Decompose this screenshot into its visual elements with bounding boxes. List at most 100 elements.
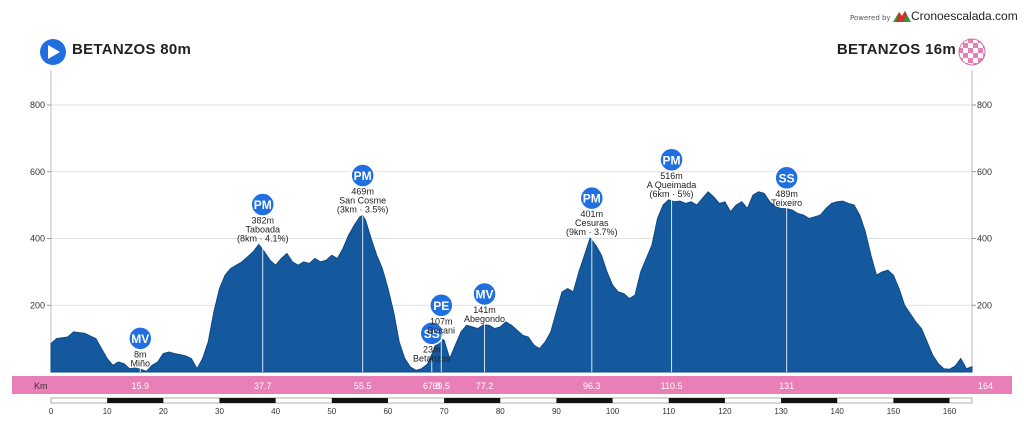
km-band: [12, 376, 1012, 394]
point-badge-label: PM: [663, 153, 681, 167]
distance-scale: [50, 397, 973, 404]
point-elevation: 382m: [251, 216, 274, 226]
distance-scale-block: [444, 398, 501, 403]
km-marker-label: 67.8: [423, 381, 441, 391]
point-detail: (8km · 4.1%): [237, 234, 289, 244]
x-tick-label: 120: [718, 407, 732, 416]
point-badge-label: MV: [476, 287, 494, 301]
start-label: BETANZOS 80m: [72, 41, 192, 58]
point-badge: [250, 192, 275, 217]
point-badge: [419, 321, 445, 346]
x-tick-label: 40: [271, 407, 280, 416]
point-badge-label: PE: [433, 299, 449, 313]
x-tick-label: 50: [327, 407, 336, 416]
point-name: Miño: [131, 358, 151, 368]
point-name: A Queimada: [647, 180, 697, 190]
km-marker-label: 77.2: [476, 381, 494, 391]
point-badge-label: SS: [779, 171, 795, 185]
point-badge: [579, 185, 605, 211]
start-arrow-icon: [40, 39, 66, 65]
point-elevation: 469m: [351, 186, 374, 196]
point-detail: (3km · 3.5%): [337, 204, 389, 214]
elevation-area: [50, 191, 973, 373]
finish-flag-icon: [958, 38, 986, 66]
point-elevation: 401m: [581, 209, 604, 219]
distance-scale-block: [219, 398, 276, 403]
point-name: San Cosme: [339, 195, 386, 205]
finish-label: BETANZOS 16m: [836, 41, 956, 58]
point-badge-label: PM: [583, 192, 601, 206]
x-tick-label: 100: [606, 407, 620, 416]
distance-scale-block: [781, 398, 838, 403]
point-name: Abegondo: [464, 314, 505, 324]
distance-scale-block: [668, 398, 725, 403]
x-tick-label: 130: [774, 407, 788, 416]
point-name: Becani: [428, 325, 456, 335]
y-tick-label-left: 400: [30, 234, 45, 244]
x-tick-label: 160: [943, 407, 957, 416]
point-elevation: 23m: [423, 344, 441, 354]
point-name: Cesuras: [575, 218, 609, 228]
y-tick-label-left: 200: [30, 300, 45, 310]
x-tick-label: 30: [215, 407, 224, 416]
distance-scale-block: [107, 398, 164, 403]
x-tick-label: 90: [552, 407, 561, 416]
y-tick-label-right: 400: [977, 234, 992, 244]
point-badge: [472, 281, 497, 307]
y-tick-label-right: 600: [977, 167, 992, 177]
km-marker-label: 37.7: [254, 381, 272, 391]
point-badge: [350, 163, 375, 188]
powered-by-text: Powered by: [850, 14, 891, 22]
x-tick-label: 10: [103, 407, 112, 416]
point-badge: [429, 293, 454, 318]
x-tick-label: 20: [159, 407, 168, 416]
y-tick-label-right: 800: [977, 100, 992, 110]
point-badge: [659, 147, 684, 173]
point-elevation: 141m: [473, 305, 496, 315]
point-badge-label: PM: [354, 169, 372, 183]
y-tick-label-left: 800: [30, 100, 45, 110]
point-detail: (6km · 5%): [650, 189, 694, 199]
km-marker-label: 15.9: [132, 381, 150, 391]
km-band-title: Km: [34, 381, 48, 391]
point-name: Taboada: [245, 225, 280, 235]
x-tick-label: 150: [887, 407, 901, 416]
point-badge-label: MV: [131, 332, 149, 346]
point-badge-label: SS: [424, 327, 440, 341]
y-tick-label-right: 200: [977, 300, 992, 310]
point-badge-label: PM: [254, 198, 272, 212]
distance-scale-block: [556, 398, 613, 403]
km-marker-label: 110.5: [661, 381, 683, 391]
point-name: Teixeiro: [771, 198, 802, 208]
point-badge: [774, 165, 799, 191]
y-tick-label-left: 600: [30, 167, 45, 177]
km-marker-label: 164: [978, 381, 993, 391]
brand-name[interactable]: Cronoescalada.com: [911, 9, 1018, 23]
km-marker-label: 55.5: [354, 381, 372, 391]
distance-scale-block: [331, 398, 388, 403]
point-name: Betanzos: [413, 353, 451, 363]
x-tick-label: 140: [831, 407, 845, 416]
point-detail: (9km · 3.7%): [566, 227, 618, 237]
point-elevation: 107m: [430, 316, 453, 326]
point-elevation: 8m: [134, 349, 147, 359]
mountain-logo-icon: [893, 11, 911, 22]
x-tick-label: 60: [383, 407, 392, 416]
point-elevation: 516m: [660, 171, 683, 181]
km-marker-label: 96.3: [583, 381, 601, 391]
km-marker-label: 69.5: [433, 381, 451, 391]
point-badge: [128, 326, 153, 351]
km-marker-label: 131: [779, 381, 794, 391]
x-tick-label: 80: [496, 407, 505, 416]
point-elevation: 489m: [775, 189, 798, 199]
